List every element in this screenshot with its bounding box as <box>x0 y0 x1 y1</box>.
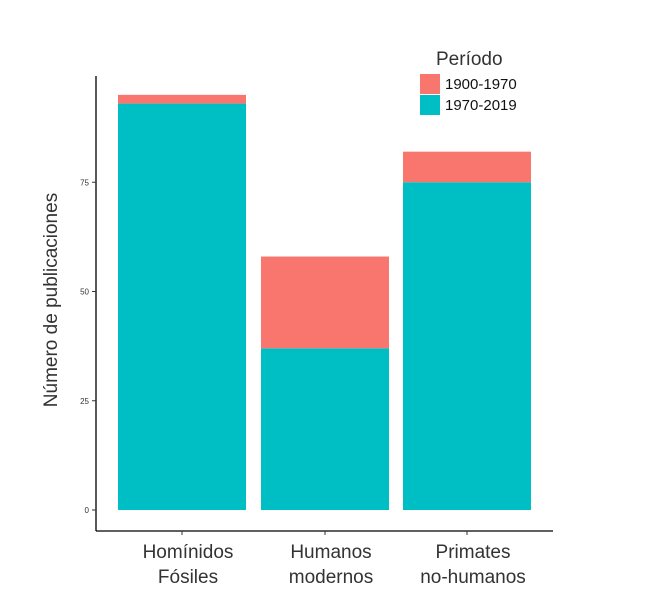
x-tick-label: Fósiles <box>158 567 218 588</box>
bar-1900-1970-2 <box>403 151 531 183</box>
legend-label-1970-2019: 1970-2019 <box>445 97 517 114</box>
bar-1970-2019-1 <box>261 348 389 510</box>
bar-1970-2019-0 <box>118 103 246 510</box>
x-tick-label: modernos <box>289 567 374 588</box>
bar-1900-1970-0 <box>118 94 246 104</box>
legend-label-1900-1970: 1900-1970 <box>445 76 517 93</box>
bars-group <box>118 94 531 510</box>
y-tick-label: 25 <box>80 397 89 406</box>
legend-title: Período <box>436 49 503 70</box>
legend-swatch-1900-1970 <box>420 74 440 94</box>
y-ticks-group: 0 25 50 75 <box>80 178 96 515</box>
x-tick-label: Homínidos <box>143 542 234 563</box>
bar-1900-1970-1 <box>261 256 389 349</box>
bar-1970-2019-2 <box>403 182 531 510</box>
x-labels-group: Homínidos Fósiles Humanos modernos Primates n… <box>143 531 526 588</box>
legend: Período 1900-1970 1970-2019 <box>420 49 517 115</box>
y-tick-label: 50 <box>80 288 89 297</box>
x-tick-label: Primates <box>436 542 511 563</box>
y-tick-label: 0 <box>85 506 90 515</box>
x-tick-label: Humanos <box>290 542 371 563</box>
legend-items: 1900-1970 1970-2019 <box>420 74 517 115</box>
legend-swatch-1970-2019 <box>420 95 440 115</box>
y-tick-label: 75 <box>80 178 89 187</box>
x-tick-label: no-humanos <box>420 567 526 588</box>
y-axis-title: Número de publicaciones <box>41 193 62 407</box>
